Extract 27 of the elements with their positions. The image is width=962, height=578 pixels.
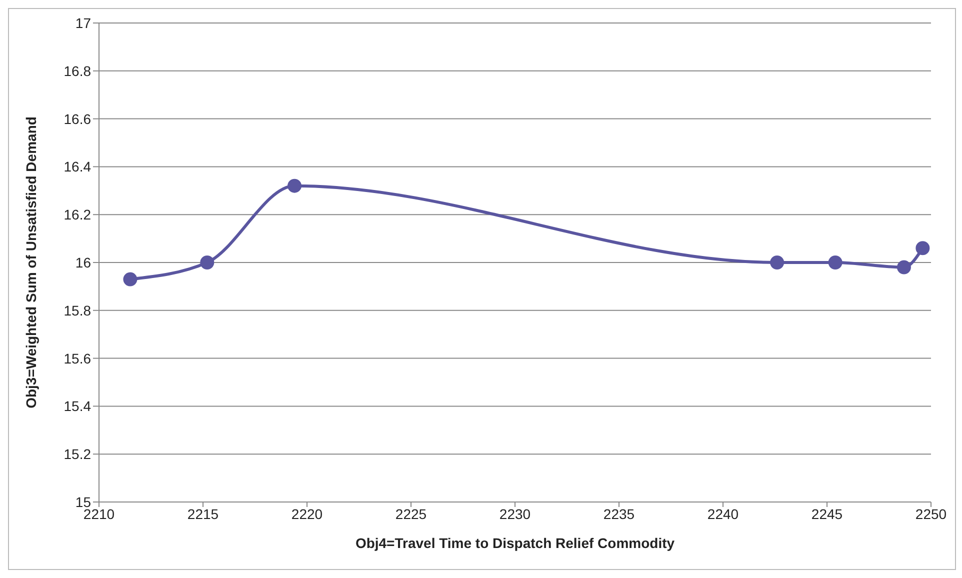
x-tick-label: 2215 <box>187 506 219 522</box>
x-axis-title: Obj4=Travel Time to Dispatch Relief Commodity <box>355 535 675 551</box>
point <box>770 256 784 270</box>
y-tick-label: 15.6 <box>64 350 92 366</box>
point <box>916 241 930 256</box>
y-tick-label: 16.2 <box>64 206 92 223</box>
x-tick-label: 2220 <box>291 506 323 522</box>
point <box>123 272 138 286</box>
x-tick-label: 2235 <box>603 506 635 522</box>
y-tick-label: 16.4 <box>64 158 92 175</box>
point <box>896 260 911 274</box>
x-tick-label: 2240 <box>707 506 739 522</box>
x-tick-label: 2230 <box>499 506 531 522</box>
x-tick-label: 2245 <box>811 506 843 522</box>
y-tick-label: 16 <box>75 254 92 270</box>
point <box>828 256 842 270</box>
y-tick-label: 17 <box>75 14 92 31</box>
point <box>288 178 302 193</box>
x-tick-label: 2250 <box>915 506 947 522</box>
y-tick-label: 15.4 <box>64 398 92 414</box>
point <box>200 256 214 270</box>
y-tick-label: 15.2 <box>64 446 92 462</box>
y-tick-label: 16.8 <box>64 62 92 79</box>
y-tick-label: 16.6 <box>64 110 92 127</box>
x-tick-label: 2225 <box>395 506 427 522</box>
y-axis-title: Obj3=Weighted Sum of Unsatisfied Demand <box>22 116 39 408</box>
y-tick-label: 15.8 <box>64 302 92 318</box>
